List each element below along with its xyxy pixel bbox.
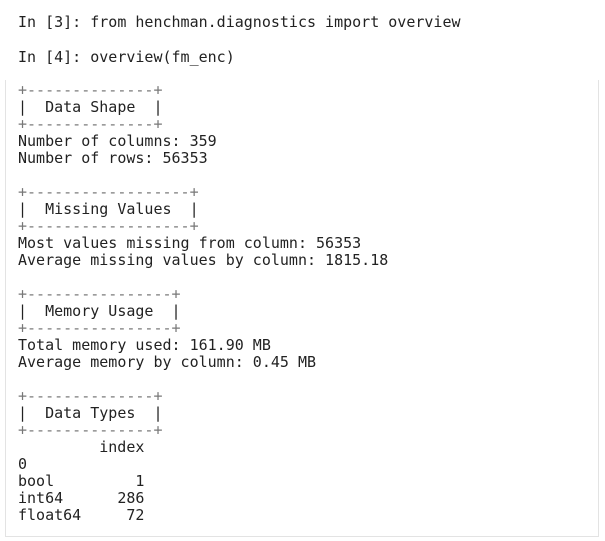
row-label: int64	[18, 489, 64, 507]
row-value: 1	[135, 472, 145, 490]
table-header: index	[18, 439, 144, 456]
frame-text: +----------------+	[18, 285, 181, 303]
row-label: bool	[18, 472, 55, 490]
row-label: float64	[18, 506, 82, 524]
prompt: In [4]:	[18, 48, 82, 66]
index-name-line: 0	[18, 456, 27, 473]
row-value: 72	[126, 506, 145, 524]
output-text: Number of rows: 56353	[18, 149, 208, 167]
frame-bottom: +--------------+	[18, 116, 163, 133]
code: overview(fm_enc)	[90, 48, 235, 66]
frame-text: +----------------+	[18, 319, 181, 337]
output-text: Average missing values by column: 1815.1…	[18, 251, 389, 269]
heading: | Memory Usage |	[18, 302, 181, 320]
heading: | Missing Values |	[18, 200, 199, 218]
input-line: In [4]: overview(fm_enc)	[18, 49, 235, 66]
prompt: In [3]:	[18, 13, 82, 31]
frame-bottom: +----------------+	[18, 320, 181, 337]
frame-top: +--------------+	[18, 82, 163, 99]
code: from henchman.diagnostics import overvie…	[90, 13, 461, 31]
output-line: Average memory by column: 0.45 MB	[18, 354, 316, 371]
frame-text: +------------------+	[18, 217, 199, 235]
frame-text: +--------------+	[18, 115, 163, 133]
output-area	[5, 80, 599, 537]
heading-line: | Missing Values |	[18, 201, 199, 218]
frame-text: +--------------+	[18, 387, 163, 405]
output-line: Number of rows: 56353	[18, 150, 208, 167]
row-value: 286	[117, 489, 145, 507]
frame-text: +--------------+	[18, 81, 163, 99]
frame-text: +--------------+	[18, 421, 163, 439]
table-row: float64 72	[18, 507, 144, 524]
column-header: index	[99, 438, 145, 456]
index-name: 0	[18, 455, 28, 473]
heading-line: | Memory Usage |	[18, 303, 181, 320]
output-line: Total memory used: 161.90 MB	[18, 337, 271, 354]
heading-line: | Data Shape |	[18, 99, 163, 116]
table-row: bool 1	[18, 473, 144, 490]
output-text: Most values missing from column: 56353	[18, 234, 362, 252]
output-text: Average memory by column: 0.45 MB	[18, 353, 317, 371]
frame-top: +--------------+	[18, 388, 163, 405]
frame-bottom: +--------------+	[18, 422, 163, 439]
table-row: int64 286	[18, 490, 144, 507]
output-text: Number of columns: 359	[18, 132, 217, 150]
heading: | Data Shape |	[18, 98, 163, 116]
output-text: Total memory used: 161.90 MB	[18, 336, 271, 354]
frame-bottom: +------------------+	[18, 218, 199, 235]
output-line: Most values missing from column: 56353	[18, 235, 361, 252]
output-line: Number of columns: 359	[18, 133, 217, 150]
frame-top: +------------------+	[18, 184, 199, 201]
frame-text: +------------------+	[18, 183, 199, 201]
heading-line: | Data Types |	[18, 405, 163, 422]
output-line: Average missing values by column: 1815.1…	[18, 252, 388, 269]
input-line: In [3]: from henchman.diagnostics import…	[18, 14, 461, 31]
heading: | Data Types |	[18, 404, 163, 422]
frame-top: +----------------+	[18, 286, 181, 303]
